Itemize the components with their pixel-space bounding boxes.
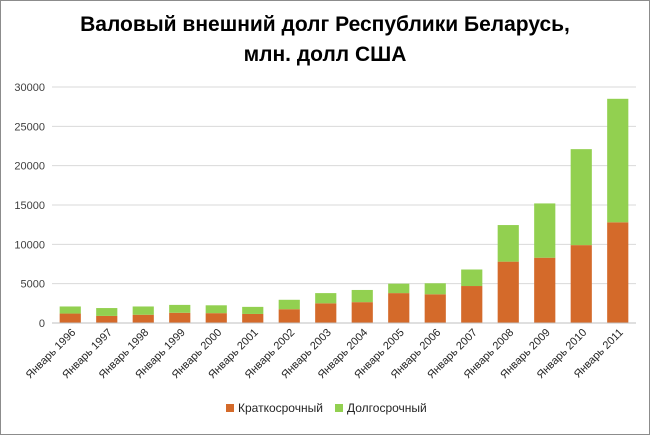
bar-long-term bbox=[497, 225, 519, 262]
bar-long-term bbox=[59, 306, 81, 314]
y-tick-label: 10000 bbox=[14, 239, 45, 251]
bar-long-term bbox=[132, 306, 154, 315]
bar-long-term bbox=[205, 305, 227, 314]
bar-long-term bbox=[351, 289, 373, 303]
bar-short-term bbox=[461, 286, 483, 323]
bar-short-term bbox=[351, 302, 373, 323]
y-tick-label: 0 bbox=[39, 318, 45, 330]
bar-short-term bbox=[59, 313, 81, 323]
legend-label-short-term: Краткосрочный bbox=[238, 401, 323, 415]
bar-short-term bbox=[315, 303, 337, 323]
bar-short-term bbox=[388, 293, 410, 323]
bar-short-term bbox=[278, 309, 300, 323]
legend: Краткосрочный Долгосрочный bbox=[226, 401, 427, 415]
bar-long-term bbox=[570, 149, 592, 246]
bar-long-term bbox=[534, 203, 556, 258]
bars bbox=[59, 98, 629, 323]
bar-short-term bbox=[534, 257, 556, 323]
bar-long-term bbox=[388, 283, 410, 294]
y-tick-label: 15000 bbox=[14, 200, 45, 212]
bar-short-term bbox=[242, 313, 264, 323]
chart-title-line-1: Валовый внешний долг Республики Беларусь… bbox=[80, 13, 570, 36]
bar-short-term bbox=[607, 222, 629, 323]
bar-long-term bbox=[424, 283, 446, 295]
y-axis-ticks: 0 5000 10000 15000 20000 25000 30000 bbox=[14, 82, 45, 330]
legend-swatch-short-term bbox=[226, 404, 234, 412]
legend-swatch-long-term bbox=[335, 404, 343, 412]
bar-long-term bbox=[315, 293, 337, 304]
bar-short-term bbox=[132, 314, 154, 323]
bar-long-term bbox=[169, 304, 191, 313]
bar-long-term bbox=[278, 299, 300, 310]
y-tick-label: 30000 bbox=[14, 82, 45, 94]
bar-long-term bbox=[607, 98, 629, 223]
chart-title-line-2: млн. долл США bbox=[243, 43, 407, 66]
bar-long-term bbox=[96, 308, 118, 316]
y-tick-label: 20000 bbox=[14, 161, 45, 173]
y-tick-label: 5000 bbox=[21, 279, 45, 291]
bar-short-term bbox=[169, 312, 191, 323]
bar-short-term bbox=[497, 261, 519, 323]
bar-short-term bbox=[570, 245, 592, 323]
legend-label-long-term: Долгосрочный bbox=[347, 401, 427, 415]
bar-long-term bbox=[461, 269, 483, 287]
y-tick-label: 25000 bbox=[14, 121, 45, 133]
bar-short-term bbox=[96, 315, 118, 323]
bar-long-term bbox=[242, 306, 264, 314]
chart-title: Валовый внешний долг Республики Беларусь… bbox=[0, 10, 650, 70]
bar-short-term bbox=[205, 313, 227, 323]
bar-short-term bbox=[424, 294, 446, 323]
